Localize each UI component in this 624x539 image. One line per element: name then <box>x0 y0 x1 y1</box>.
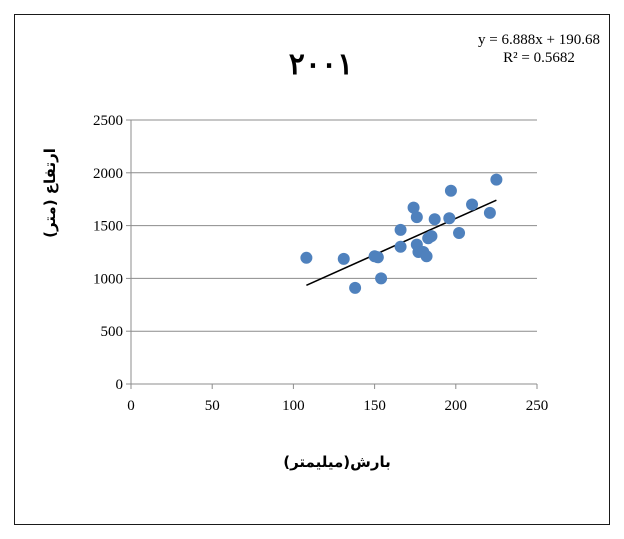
x-tick-label: 250 <box>526 398 549 414</box>
trendline-equation-text: y = 6.888x + 190.68 <box>478 32 600 48</box>
data-point <box>483 206 496 219</box>
data-point <box>453 226 466 239</box>
axes <box>126 119 538 389</box>
x-tick-label: 200 <box>445 398 468 414</box>
x-axis-label: بارش(میلیمتر) <box>283 453 391 471</box>
data-point <box>349 281 362 294</box>
r-squared-text: R² = 0.5682 <box>503 50 575 66</box>
data-point <box>428 213 441 226</box>
x-tick-label: 50 <box>205 398 220 414</box>
data-point <box>371 251 384 264</box>
y-tick-label: 2500 <box>93 113 123 129</box>
data-point <box>394 223 407 236</box>
data-point <box>407 201 420 214</box>
y-tick-label: 2000 <box>93 166 123 182</box>
trendline-equation: y = 6.888x + 190.68 R² = 0.5682 <box>429 31 624 67</box>
data-point <box>443 212 456 225</box>
chart-title: ۲۰۰۱ <box>288 47 354 82</box>
chart-area: 0 50 100 150 200 250 0 500 1000 1500 2000 2500 ۲۰۰۱… <box>14 14 610 525</box>
data-point <box>444 184 457 197</box>
data-point <box>394 240 407 253</box>
gridlines <box>131 119 537 332</box>
y-tick-label: 0 <box>116 377 124 393</box>
data-points <box>300 173 503 294</box>
data-point <box>300 251 313 264</box>
data-point <box>425 230 438 243</box>
y-tick-label: 500 <box>101 324 124 340</box>
x-tick-label: 0 <box>127 398 135 414</box>
data-point <box>410 211 423 224</box>
data-point <box>490 173 503 186</box>
data-point <box>420 250 433 263</box>
data-point <box>337 252 350 265</box>
y-tick-label: 1000 <box>93 271 123 287</box>
x-tick-label: 100 <box>282 398 305 414</box>
y-tick-label: 1500 <box>93 219 123 235</box>
data-point <box>375 272 388 285</box>
x-tick-label: 150 <box>363 398 386 414</box>
data-point <box>466 198 479 211</box>
y-axis-label: ارتفاع (متر) <box>41 148 59 238</box>
